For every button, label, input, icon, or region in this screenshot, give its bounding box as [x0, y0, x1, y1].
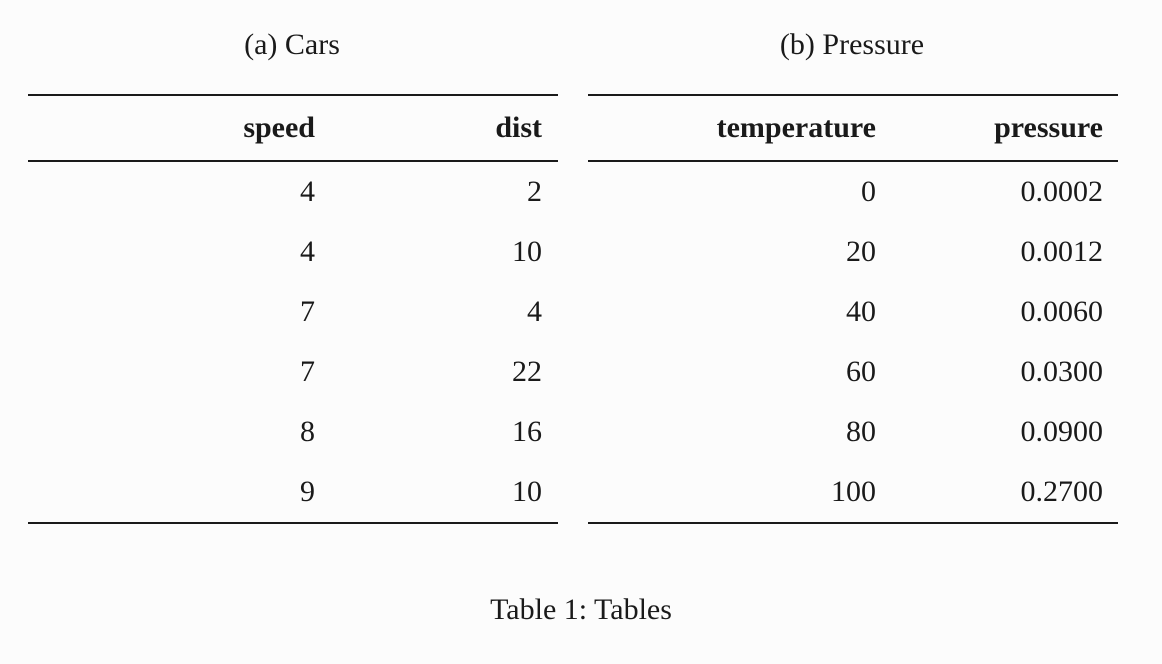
- header-temperature: temperature: [716, 111, 876, 144]
- cell-pressure: 0.0012: [1020, 235, 1104, 268]
- cell-pressure: 0.0900: [1020, 415, 1104, 448]
- cell-pressure: 0.0300: [1020, 355, 1104, 388]
- cell-speed: 8: [300, 415, 315, 448]
- cell-speed: 4: [300, 235, 315, 268]
- cell-dist: 2: [527, 175, 542, 208]
- cell-dist: 16: [512, 415, 542, 448]
- pressure-subcaption: (b) Pressure: [588, 27, 1118, 63]
- cell-temperature: 40: [846, 295, 876, 328]
- cars-table: speed dist 4 2 4 10 7 4 7 22 8 1: [28, 94, 558, 524]
- table-row: 80 0.0900: [588, 402, 1118, 462]
- table-header-row: speed dist: [28, 95, 558, 161]
- cell-dist: 22: [512, 355, 542, 388]
- cell-dist: 10: [512, 475, 542, 508]
- cell-speed: 4: [300, 175, 315, 208]
- cell-speed: 9: [300, 475, 315, 508]
- table-caption: Table 1: Tables: [490, 593, 672, 626]
- cell-temperature: 0: [861, 175, 876, 208]
- cell-temperature: 60: [846, 355, 876, 388]
- table-row: 20 0.0012: [588, 222, 1118, 282]
- table-row: 60 0.0300: [588, 342, 1118, 402]
- cell-dist: 4: [527, 295, 542, 328]
- cell-pressure: 0.0002: [1020, 175, 1104, 208]
- table-row: 4 2: [28, 161, 558, 222]
- cell-speed: 7: [300, 295, 315, 328]
- table-row: 40 0.0060: [588, 282, 1118, 342]
- table-row: 4 10: [28, 222, 558, 282]
- table-row: 100 0.2700: [588, 462, 1118, 523]
- table-row: 7 4: [28, 282, 558, 342]
- cell-pressure: 0.0060: [1020, 295, 1104, 328]
- cell-temperature: 20: [846, 235, 876, 268]
- table-row: 0 0.0002: [588, 161, 1118, 222]
- cell-pressure: 0.2700: [1020, 475, 1104, 508]
- pressure-table: temperature pressure 0 0.0002 20 0.0012 …: [588, 94, 1118, 524]
- header-dist: dist: [495, 111, 542, 144]
- pressure-subcaption-text: (b) Pressure: [779, 28, 925, 61]
- header-pressure: pressure: [994, 111, 1103, 144]
- cell-dist: 10: [512, 235, 542, 268]
- cell-temperature: 80: [846, 415, 876, 448]
- cell-temperature: 100: [831, 475, 876, 508]
- table-row: 8 16: [28, 402, 558, 462]
- cars-subcaption: (a) Cars: [28, 27, 558, 63]
- table-row: 7 22: [28, 342, 558, 402]
- header-speed: speed: [243, 111, 315, 144]
- cell-speed: 7: [300, 355, 315, 388]
- cars-subcaption-text: (a) Cars: [244, 28, 340, 61]
- table-row: 9 10: [28, 462, 558, 523]
- table-header-row: temperature pressure: [588, 95, 1118, 161]
